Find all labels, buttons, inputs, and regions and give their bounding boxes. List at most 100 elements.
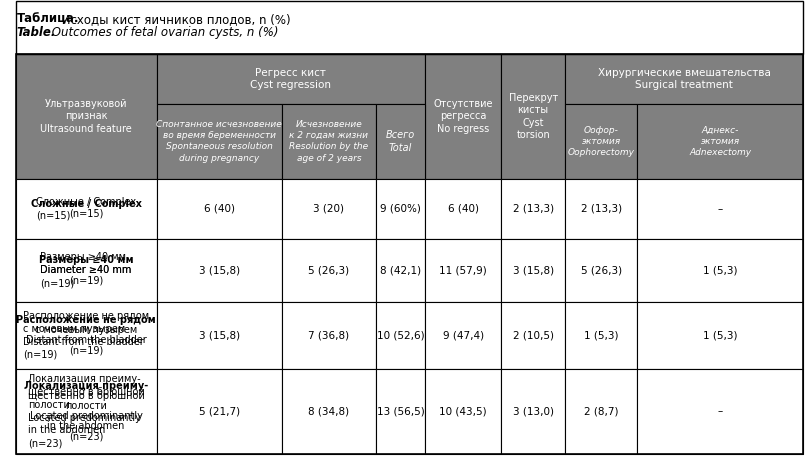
Text: 3 (15,8): 3 (15,8) — [512, 265, 553, 275]
Bar — [566, 239, 638, 302]
Text: 10 (43,5): 10 (43,5) — [440, 406, 487, 416]
Bar — [157, 239, 282, 302]
Bar — [501, 54, 566, 179]
Text: Located predominantly: Located predominantly — [30, 411, 142, 421]
Text: с мочевым пузырем: с мочевым пузырем — [35, 325, 137, 335]
Bar — [157, 104, 282, 179]
Text: 9 (47,4): 9 (47,4) — [443, 330, 484, 340]
Text: 1 (5,3): 1 (5,3) — [584, 330, 618, 340]
Bar — [566, 302, 638, 369]
Bar — [15, 369, 157, 453]
Text: 2 (10,5): 2 (10,5) — [512, 330, 553, 340]
Bar — [157, 179, 282, 239]
Bar — [638, 104, 803, 179]
Text: 11 (57,9): 11 (57,9) — [440, 265, 487, 275]
Bar — [15, 239, 157, 302]
Text: (n=15): (n=15) — [69, 209, 103, 219]
Bar — [638, 369, 803, 453]
Text: (n=19): (n=19) — [69, 345, 103, 355]
Text: Расположение не рядом
с мочевым пузырем
Distant from the bladder
(n=19): Расположение не рядом с мочевым пузырем … — [23, 311, 149, 359]
Text: 10 (52,6): 10 (52,6) — [377, 330, 424, 340]
Text: 3 (13,0): 3 (13,0) — [512, 406, 553, 416]
Text: 5 (21,7): 5 (21,7) — [199, 406, 240, 416]
Bar — [15, 54, 803, 453]
Bar — [15, 54, 157, 179]
Text: Отсутствие
регресса
No regress: Отсутствие регресса No regress — [433, 99, 493, 134]
Bar — [282, 369, 376, 453]
Bar — [566, 179, 638, 239]
Text: Локализация преиму-
щественно в брюшной
полости
Located predominantly
in the abd: Локализация преиму- щественно в брюшной … — [27, 374, 145, 448]
Text: Таблица.: Таблица. — [16, 13, 79, 26]
Bar — [566, 369, 638, 453]
Bar — [376, 302, 425, 369]
Text: Ультразвуковой
признак
Ultrasound feature: Ультразвуковой признак Ultrasound featur… — [40, 99, 132, 134]
Text: Всего
Total: Всего Total — [385, 130, 415, 152]
Text: Table.: Table. — [16, 26, 56, 39]
Bar — [15, 1, 803, 54]
Bar — [566, 104, 638, 179]
Bar — [501, 369, 566, 453]
Text: –: – — [718, 204, 723, 214]
Text: щественно в брюшной: щественно в брюшной — [27, 391, 145, 401]
Text: 9 (60%): 9 (60%) — [380, 204, 421, 214]
Text: Сложные / Complex: Сложные / Complex — [31, 199, 141, 209]
Bar — [425, 239, 501, 302]
Text: 13 (56,5): 13 (56,5) — [377, 406, 424, 416]
Bar — [501, 239, 566, 302]
Bar — [376, 239, 425, 302]
Bar — [425, 54, 501, 179]
Bar — [282, 179, 376, 239]
Text: 1 (5,3): 1 (5,3) — [703, 265, 738, 275]
Text: 6 (40): 6 (40) — [448, 204, 478, 214]
Bar — [157, 302, 282, 369]
Text: 3 (15,8): 3 (15,8) — [199, 330, 240, 340]
Bar — [425, 179, 501, 239]
Text: Оофор-
эктомия
Oophorectomy: Оофор- эктомия Oophorectomy — [568, 126, 635, 157]
Text: Исчезновение
к 2 годам жизни
Resolution by the
age of 2 years: Исчезновение к 2 годам жизни Resolution … — [289, 120, 368, 162]
Bar — [376, 179, 425, 239]
Text: 3 (15,8): 3 (15,8) — [199, 265, 240, 275]
Text: Спонтанное исчезновение
во время беременности
Spontaneous resolution
during preg: Спонтанное исчезновение во время беремен… — [157, 120, 282, 162]
Bar — [638, 239, 803, 302]
Bar — [282, 302, 376, 369]
Text: Локализация преиму-: Локализация преиму- — [24, 381, 148, 391]
Text: 1 (5,3): 1 (5,3) — [703, 330, 738, 340]
Text: Distant from the bladder: Distant from the bladder — [26, 335, 146, 345]
Bar — [15, 302, 157, 369]
Text: 8 (42,1): 8 (42,1) — [380, 265, 421, 275]
Bar — [282, 239, 376, 302]
Text: Регресс кист
Cyst regression: Регресс кист Cyst regression — [250, 68, 331, 90]
Bar — [376, 369, 425, 453]
Bar — [566, 54, 803, 104]
Text: in the abdomen: in the abdomen — [48, 421, 124, 431]
Text: 3 (20): 3 (20) — [314, 204, 344, 214]
Bar — [501, 302, 566, 369]
Bar — [501, 179, 566, 239]
Text: Outcomes of fetal ovarian cysts, n (%): Outcomes of fetal ovarian cysts, n (%) — [48, 26, 279, 39]
Bar — [638, 179, 803, 239]
Text: –: – — [718, 406, 723, 416]
Text: Исходы кист яичников плодов, n (%): Исходы кист яичников плодов, n (%) — [58, 13, 291, 26]
Text: Сложные / Complex
(n=15): Сложные / Complex (n=15) — [36, 197, 136, 220]
Text: (n=19): (n=19) — [69, 275, 103, 285]
Text: Аднекс-
эктомия
Adnexectomy: Аднекс- эктомия Adnexectomy — [689, 126, 751, 157]
Text: Diameter ≥40 mm: Diameter ≥40 mm — [40, 265, 132, 275]
Bar — [157, 54, 425, 104]
Text: 2 (8,7): 2 (8,7) — [584, 406, 618, 416]
Bar — [282, 104, 376, 179]
Text: 7 (36,8): 7 (36,8) — [309, 330, 349, 340]
Text: Расположение не рядом: Расположение не рядом — [16, 315, 156, 325]
Text: Хирургические вмешательства
Surgical treatment: Хирургические вмешательства Surgical tre… — [598, 68, 771, 90]
Text: Перекрут
кисты
Cyst
torsion: Перекрут кисты Cyst torsion — [508, 93, 558, 140]
Text: 8 (34,8): 8 (34,8) — [309, 406, 349, 416]
Text: 5 (26,3): 5 (26,3) — [581, 265, 622, 275]
Text: 2 (13,3): 2 (13,3) — [512, 204, 553, 214]
Text: (n=23): (n=23) — [69, 431, 103, 441]
Text: полости: полости — [65, 401, 107, 411]
Bar — [425, 302, 501, 369]
Text: Размеры ≥40 мм
Diameter ≥40 mm
(n=19): Размеры ≥40 мм Diameter ≥40 mm (n=19) — [40, 252, 132, 288]
Text: 5 (26,3): 5 (26,3) — [309, 265, 349, 275]
Bar — [376, 104, 425, 179]
Bar — [157, 369, 282, 453]
Bar — [15, 179, 157, 239]
